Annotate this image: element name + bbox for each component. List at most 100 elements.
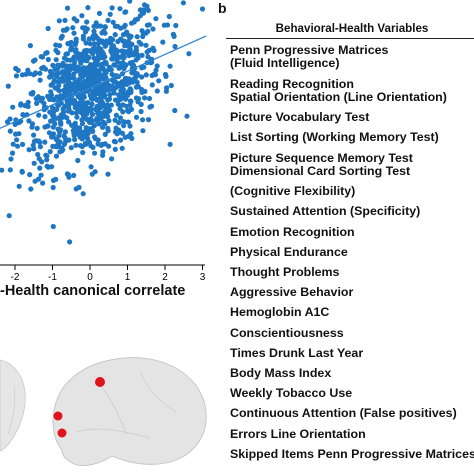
data-point <box>88 143 94 149</box>
brain-sulcus <box>75 428 151 439</box>
data-point <box>26 147 32 153</box>
data-point <box>153 16 159 22</box>
data-point <box>37 77 43 83</box>
data-point <box>30 89 36 96</box>
data-point <box>144 49 150 55</box>
data-point <box>120 50 127 56</box>
data-point <box>10 141 16 147</box>
data-point <box>36 112 42 118</box>
data-point <box>50 124 56 130</box>
data-point <box>30 132 37 138</box>
data-point <box>80 149 86 156</box>
data-point <box>91 28 97 34</box>
data-point <box>63 51 69 57</box>
data-point <box>56 82 62 89</box>
data-point <box>47 149 53 155</box>
x-tick-label: 1 <box>125 272 131 283</box>
data-point <box>113 97 119 103</box>
data-point <box>152 72 158 78</box>
data-point <box>134 34 140 40</box>
variable-item: Physical Endurance <box>230 245 348 259</box>
data-point <box>120 109 126 115</box>
data-point <box>37 165 43 171</box>
data-point <box>42 66 49 72</box>
data-point <box>35 151 41 158</box>
data-point <box>113 79 119 85</box>
data-point <box>120 60 126 66</box>
data-point <box>108 40 114 46</box>
data-point <box>96 10 103 16</box>
data-point <box>172 107 178 114</box>
data-point <box>95 110 101 116</box>
data-point <box>48 82 54 88</box>
data-point <box>145 7 151 13</box>
data-point <box>37 144 44 150</box>
data-point <box>168 82 174 89</box>
data-point <box>50 134 56 140</box>
data-point <box>167 63 173 69</box>
data-point <box>125 133 131 139</box>
data-point <box>100 124 106 130</box>
data-point <box>102 108 108 114</box>
data-point <box>69 81 75 87</box>
data-point <box>84 19 90 25</box>
data-point <box>7 167 13 173</box>
data-point <box>14 143 21 149</box>
data-point <box>83 51 89 57</box>
data-point <box>137 13 143 19</box>
data-point <box>60 73 67 79</box>
data-point <box>99 38 105 44</box>
data-point <box>95 137 101 143</box>
data-point <box>81 78 87 84</box>
data-point <box>48 89 54 95</box>
data-point <box>113 125 119 131</box>
table-header: Behavioral-Health Variables <box>226 20 474 39</box>
data-point <box>66 119 72 125</box>
data-point <box>25 99 31 105</box>
data-point <box>149 82 155 88</box>
data-point <box>29 121 36 127</box>
data-point <box>57 129 63 135</box>
variable-item: (Cognitive Flexibility) <box>230 185 356 199</box>
data-point <box>105 125 111 131</box>
data-point <box>71 133 77 139</box>
data-point <box>73 36 79 42</box>
data-point <box>119 145 125 151</box>
data-point <box>30 58 37 64</box>
data-point <box>39 54 46 60</box>
data-point <box>68 39 74 46</box>
data-point <box>31 72 37 78</box>
data-point <box>79 143 85 150</box>
data-point <box>50 184 56 191</box>
data-point <box>160 39 166 45</box>
data-point <box>50 71 56 77</box>
data-point <box>95 141 101 147</box>
data-point <box>96 45 102 51</box>
data-point <box>74 68 80 74</box>
data-point <box>139 86 145 93</box>
x-tick-label: 2 <box>162 272 168 283</box>
data-point <box>135 83 141 90</box>
data-point <box>108 102 114 108</box>
data-point <box>80 74 86 80</box>
brain-node <box>53 411 63 421</box>
data-point <box>80 191 86 197</box>
x-ticks: -2 -1 0 1 2 3 <box>11 265 206 283</box>
data-point <box>27 172 33 178</box>
data-point <box>143 42 149 48</box>
data-point <box>141 64 147 70</box>
data-point <box>73 186 79 192</box>
data-point <box>65 79 71 85</box>
data-point <box>45 56 51 63</box>
variable-item: Body Mass Index <box>230 367 332 381</box>
data-point <box>44 157 50 163</box>
data-point <box>31 160 37 166</box>
data-point <box>127 0 133 4</box>
data-point <box>134 79 140 85</box>
data-point <box>120 38 126 44</box>
data-point <box>50 110 56 116</box>
data-point <box>109 83 115 89</box>
data-point <box>84 132 90 139</box>
variable-item: Reading Recognition <box>230 77 354 91</box>
